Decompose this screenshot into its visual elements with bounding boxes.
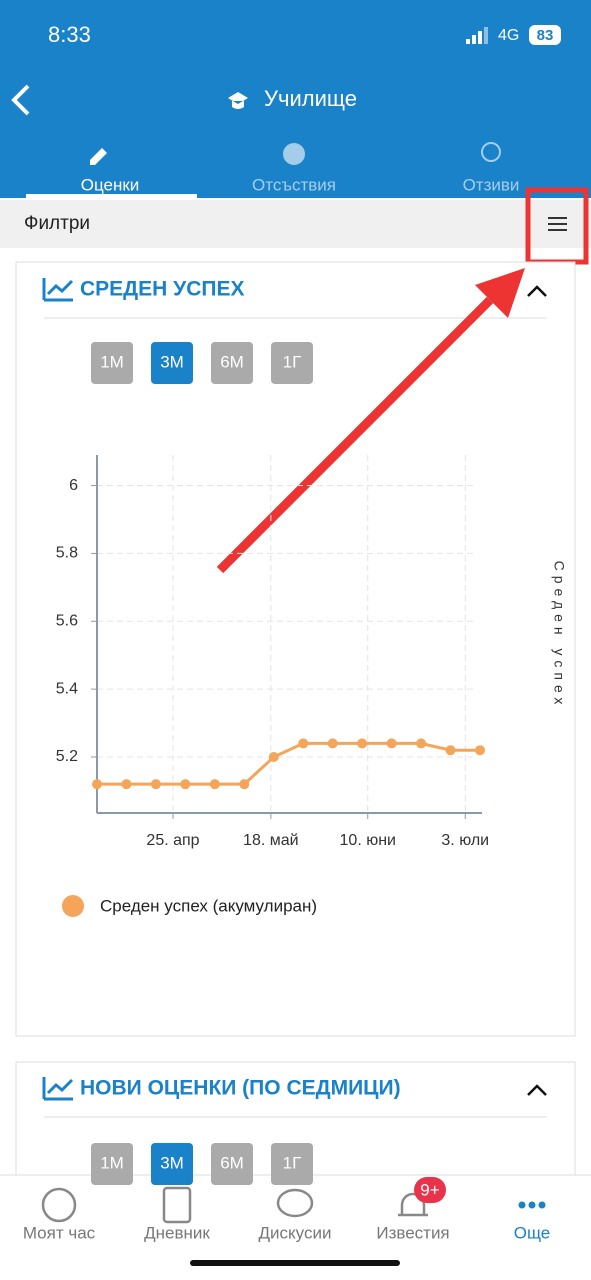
nav-icon[interactable]	[276, 1188, 314, 1218]
range-button[interactable]	[91, 342, 133, 384]
header-bg	[0, 0, 591, 198]
home-indicator	[190, 1260, 400, 1266]
collapse-icon[interactable]	[527, 1084, 547, 1096]
collapse-icon[interactable]	[527, 285, 547, 297]
point	[445, 745, 456, 756]
range-button[interactable]	[151, 1143, 193, 1185]
range-label: 3М	[160, 352, 184, 371]
legend-label[interactable]: Среден успех (акумулиран)	[100, 896, 317, 915]
trend-icon	[42, 278, 74, 302]
card	[15, 261, 576, 1037]
filter-bar[interactable]	[0, 200, 591, 248]
arrow	[216, 296, 494, 574]
point	[386, 738, 397, 749]
point	[357, 738, 368, 749]
clock: 8:33	[48, 22, 91, 47]
point	[416, 738, 427, 749]
card-title: СРЕДЕН УСПЕХ	[80, 278, 244, 301]
x-tick-label: 18. май	[243, 832, 299, 849]
range-label: 1Г	[283, 1153, 302, 1172]
nav-icon[interactable]	[162, 1186, 192, 1224]
tab[interactable]: Оценки	[81, 175, 140, 194]
point	[475, 745, 485, 756]
range-button[interactable]	[211, 1143, 253, 1185]
range-button[interactable]	[271, 1143, 313, 1185]
range-label: 6М	[220, 352, 244, 371]
x-tick-label: 10. юни	[340, 832, 396, 849]
point	[239, 779, 250, 790]
point	[180, 779, 191, 790]
x-tick-label: 3. юли	[441, 832, 489, 849]
filter-label: Филтри	[24, 213, 90, 234]
menu-icon[interactable]	[548, 217, 567, 231]
y-axis-label: Среден успех	[551, 561, 567, 710]
nav-label[interactable]: Дневник	[144, 1223, 210, 1242]
trend-icon	[42, 1077, 74, 1101]
range-button[interactable]	[91, 1143, 133, 1185]
back-button[interactable]	[11, 84, 30, 116]
nav-label[interactable]: Моят час	[23, 1223, 96, 1242]
range-button[interactable]	[211, 342, 253, 384]
range-label: 3М	[160, 1153, 184, 1172]
point	[121, 779, 132, 790]
point	[92, 779, 102, 790]
arrow-head	[475, 268, 525, 318]
nav-icon[interactable]	[41, 1187, 77, 1223]
badge-count: 9+	[420, 1180, 439, 1199]
range-button[interactable]	[271, 342, 313, 384]
range-label: 1Г	[283, 352, 302, 371]
tab[interactable]: Отсъствия	[252, 175, 336, 194]
range-label: 1М	[100, 1153, 124, 1172]
tab-icon	[283, 143, 305, 165]
tab[interactable]: Отзиви	[463, 175, 520, 194]
signal-icon	[466, 27, 488, 44]
tab-icon	[481, 142, 501, 162]
point	[209, 779, 220, 790]
card-title: НОВИ ОЦЕНКИ (ПО СЕДМИЦИ)	[80, 1077, 401, 1100]
point	[268, 752, 279, 763]
point	[150, 779, 161, 790]
y-tick-label: 5.2	[56, 748, 78, 765]
battery-level: 83	[537, 27, 554, 44]
nav-icon[interactable]	[518, 1201, 546, 1209]
x-tick-label: 25. апр	[146, 832, 199, 849]
badge	[414, 1177, 446, 1203]
range-label: 6М	[220, 1153, 244, 1172]
network: 4G	[498, 27, 519, 44]
y-tick-label: 5.8	[56, 545, 78, 562]
range-button[interactable]	[151, 342, 193, 384]
point	[298, 738, 309, 749]
nav-label[interactable]: Известия	[376, 1223, 449, 1242]
point	[327, 738, 338, 749]
legend-marker[interactable]	[62, 895, 84, 917]
battery	[529, 25, 561, 45]
y-tick-label: 5.6	[56, 612, 78, 629]
y-tick-label: 5.4	[56, 680, 78, 697]
tab-underline	[26, 194, 197, 198]
range-label: 1М	[100, 352, 124, 371]
header-title: Училище	[264, 86, 357, 111]
nav-label[interactable]: Още	[514, 1223, 550, 1242]
school-icon	[228, 92, 248, 109]
y-tick-label: 6	[69, 477, 78, 494]
nav-label[interactable]: Дискусии	[259, 1223, 332, 1242]
tab-icon	[90, 148, 107, 165]
